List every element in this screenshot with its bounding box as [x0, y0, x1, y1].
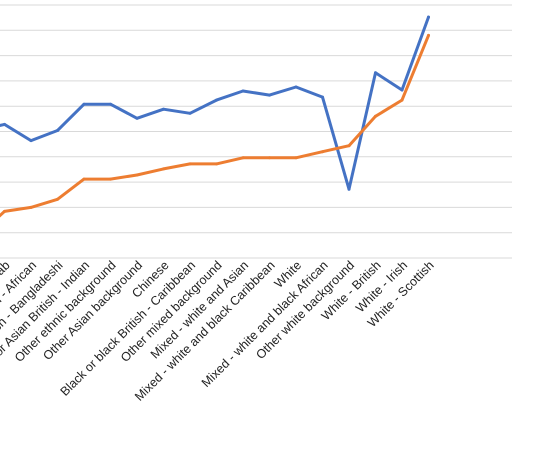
series-1-point [188, 111, 192, 115]
series-2-point [347, 144, 351, 148]
x-axis-tick-labels: staniArabk British - Africanan British -… [0, 258, 437, 404]
series-2-point [188, 162, 192, 166]
series-1-point [135, 116, 139, 120]
gridlines [0, 4, 512, 259]
series-1-point [321, 95, 324, 99]
series-1-point [29, 139, 33, 143]
series-2-point [400, 98, 404, 102]
series-2-point [427, 33, 430, 37]
series-1-point [427, 15, 430, 19]
series-1-point [56, 129, 59, 132]
series-1-point [82, 102, 86, 106]
series-2-point [374, 114, 377, 118]
series-1-point [400, 88, 404, 92]
series-2-point [241, 156, 245, 160]
series-1-point [294, 85, 298, 89]
series-2-point [29, 205, 33, 209]
series-2-point [109, 177, 112, 181]
series-1-point [215, 98, 218, 102]
series-2-line [0, 33, 430, 218]
series-2-point [215, 162, 218, 166]
series-1-line [0, 15, 430, 191]
series-2-point [162, 167, 165, 171]
series-1-point [347, 187, 351, 191]
series-1-point [241, 89, 245, 93]
series-1-point [109, 102, 112, 106]
series-lines [0, 15, 430, 218]
series-2-point [268, 156, 271, 160]
series-2-point [294, 156, 298, 160]
series-2-point [56, 197, 59, 201]
series-1-point [268, 93, 271, 97]
series-2-point [135, 173, 139, 177]
series-1-point [3, 122, 6, 126]
series-1-point [374, 71, 377, 75]
series-2-point [3, 209, 6, 213]
series-2-point [321, 150, 324, 154]
series-1-point [162, 107, 165, 111]
series-2-point [82, 177, 86, 181]
